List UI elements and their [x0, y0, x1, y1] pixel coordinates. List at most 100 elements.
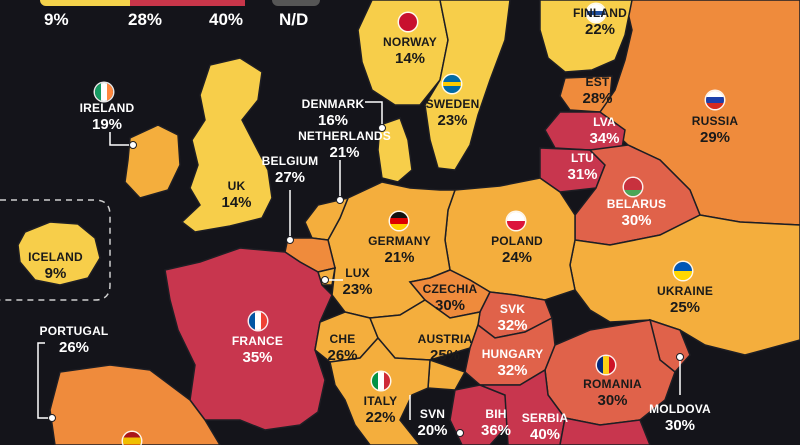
- flag-norway-icon: [399, 13, 417, 31]
- italy-value: 22%: [365, 409, 396, 426]
- hungary-value: 32%: [497, 362, 528, 379]
- norway-name: NORWAY: [383, 35, 437, 49]
- legend-swatch-high: [130, 0, 245, 6]
- label-slovakia: SVK 32%: [490, 303, 535, 333]
- flag-germany-icon: [390, 212, 408, 230]
- dot-belgium: [286, 236, 294, 244]
- label-austria: AUSTRIA 25%: [415, 333, 475, 363]
- region-denmark: [377, 117, 413, 183]
- latvia-name: LVA: [593, 115, 616, 129]
- uk-name: UK: [227, 179, 246, 193]
- finland-value: 22%: [584, 21, 616, 38]
- label-moldova: MOLDOVA 30%: [645, 403, 715, 433]
- france-name: FRANCE: [231, 334, 284, 348]
- label-germany: GERMANY 21%: [362, 235, 437, 265]
- netherlands-value: 21%: [329, 144, 360, 161]
- dot-ireland: [129, 141, 137, 149]
- belgium-name: BELGIUM: [261, 154, 319, 168]
- uk-value: 14%: [221, 194, 252, 211]
- label-sweden: SWEDEN 23%: [415, 98, 490, 128]
- label-belarus: BELARUS 30%: [604, 198, 669, 228]
- label-russia: RUSSIA 29%: [675, 115, 755, 145]
- finland-name: FINLAND: [572, 6, 628, 20]
- region-finland: [539, 0, 633, 73]
- latvia-value: 34%: [589, 130, 620, 147]
- switzerland-value: 26%: [327, 347, 358, 364]
- label-belgium: BELGIUM 27%: [258, 155, 322, 185]
- russia-value: 29%: [699, 129, 731, 146]
- iceland-value: 9%: [44, 265, 67, 282]
- iceland-name: ICELAND: [28, 250, 83, 264]
- flag-russia-icon: [706, 91, 724, 109]
- legend-nd-label: N/D: [279, 10, 309, 29]
- poland-name: POLAND: [491, 234, 543, 248]
- label-denmark: DENMARK 16%: [298, 98, 368, 128]
- romania-name: ROMANIA: [583, 377, 642, 391]
- bih-value: 36%: [480, 422, 512, 439]
- label-norway: NORWAY 14%: [370, 36, 450, 66]
- hungary-name: HUNGARY: [481, 347, 544, 361]
- label-italy: ITALY 22%: [353, 395, 408, 425]
- flag-belarus-icon: [624, 178, 642, 196]
- poland-value: 24%: [501, 249, 533, 266]
- label-finland: FINLAND 22%: [555, 7, 645, 37]
- label-ireland: IRELAND 19%: [72, 102, 142, 132]
- belarus-name: BELARUS: [606, 197, 667, 211]
- dot-portugal: [48, 414, 56, 422]
- serbia-value: 40%: [529, 426, 561, 443]
- region-bulgaria: [559, 417, 651, 445]
- flag-poland-icon: [507, 212, 525, 230]
- label-bih: BIH 36%: [476, 408, 516, 438]
- label-estonia: EST 28%: [575, 76, 620, 106]
- ireland-name: IRELAND: [79, 101, 135, 115]
- flag-romania-icon: [597, 356, 615, 374]
- label-ukraine: UKRAINE 25%: [650, 285, 720, 315]
- dot-denmark: [378, 124, 386, 132]
- label-romania: ROMANIA 30%: [575, 378, 650, 408]
- denmark-name: DENMARK: [301, 97, 365, 111]
- region-ireland: [124, 124, 181, 199]
- norway-value: 14%: [394, 50, 426, 67]
- czechia-value: 30%: [434, 297, 466, 314]
- region-sweden: [424, 0, 511, 171]
- portugal-name: PORTUGAL: [39, 324, 109, 338]
- label-slovenia: SVN 20%: [410, 408, 455, 438]
- flag-spain-icon: [123, 432, 141, 445]
- sweden-value: 23%: [437, 112, 468, 129]
- lithuania-name: LTU: [570, 151, 595, 165]
- legend-mid-label: 28%: [128, 10, 163, 29]
- legend-scale: [40, 0, 320, 6]
- flag-finland-icon: [587, 4, 605, 22]
- legend-swatch-low: [40, 0, 155, 6]
- russia-name: RUSSIA: [691, 114, 739, 128]
- slovenia-value: 20%: [417, 422, 448, 439]
- germany-name: GERMANY: [368, 234, 431, 248]
- region-ukraine: [569, 214, 800, 356]
- legend-swatch-nd: [272, 0, 320, 6]
- leader-dots: [48, 124, 684, 437]
- label-luxembourg: LUX 23%: [335, 267, 380, 297]
- ukraine-name: UKRAINE: [656, 284, 714, 298]
- leader-denmark: [365, 101, 383, 128]
- serbia-name: SERBIA: [521, 411, 569, 425]
- flag-italy-icon: [372, 372, 390, 390]
- portugal-value: 26%: [58, 339, 90, 356]
- romania-value: 30%: [597, 392, 628, 409]
- belgium-value: 27%: [274, 169, 306, 186]
- label-iceland: ICELAND 9%: [28, 251, 83, 281]
- austria-name: AUSTRIA: [417, 332, 473, 346]
- flag-ireland-icon: [95, 83, 113, 101]
- ukraine-value: 25%: [669, 299, 701, 316]
- leader-lines: [37, 101, 681, 420]
- italy-name: ITALY: [363, 394, 398, 408]
- slovenia-name: SVN: [419, 407, 446, 421]
- belarus-value: 30%: [621, 212, 652, 229]
- lithuania-value: 31%: [567, 166, 598, 183]
- luxembourg-name: LUX: [345, 266, 370, 280]
- label-switzerland: CHE 26%: [320, 333, 365, 363]
- estonia-value: 28%: [582, 90, 613, 107]
- dot-luxembourg: [321, 276, 329, 284]
- label-france: FRANCE 35%: [225, 335, 290, 365]
- label-latvia: LVA 34%: [582, 116, 627, 146]
